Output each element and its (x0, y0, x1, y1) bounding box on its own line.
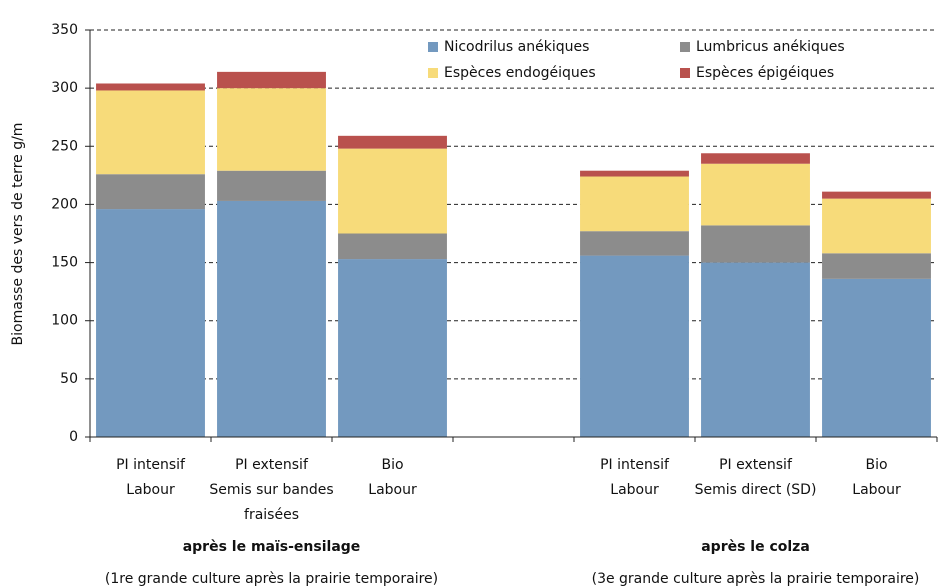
x-tick-label: Bio (865, 457, 887, 473)
bar-segment (217, 170, 326, 201)
x-tick-label: PI extensif (719, 457, 793, 473)
x-tick-label: Labour (852, 482, 901, 498)
bar-segment (701, 153, 810, 164)
legend-swatch (680, 68, 690, 78)
x-tick-label: PI extensif (235, 457, 309, 473)
y-tick-label: 200 (51, 196, 78, 212)
x-tick-label: PI intensif (116, 457, 186, 473)
group-label: après le maïs-ensilage (183, 539, 361, 555)
bar-segment (96, 174, 205, 210)
bar-segment (822, 253, 931, 279)
group-note: (3e grande culture après la prairie temp… (592, 571, 920, 587)
x-tick-label: PI intensif (600, 457, 670, 473)
x-tick-label: fraisées (244, 507, 299, 523)
y-tick-label: 350 (51, 22, 78, 38)
bar-segment (822, 191, 931, 199)
x-tick-label: Labour (126, 482, 175, 498)
legend-label: Lumbricus anékiques (696, 39, 845, 55)
x-tick-label: Labour (368, 482, 417, 498)
legend-swatch (680, 42, 690, 52)
y-tick-label: 250 (51, 138, 78, 154)
y-tick-label: 100 (51, 313, 78, 329)
y-tick-label: 300 (51, 80, 78, 96)
bar-segment (580, 231, 689, 256)
group-label: après le colza (701, 539, 810, 555)
bar-segment (338, 135, 447, 149)
bar-segment (822, 278, 931, 437)
bar-segment (217, 88, 326, 171)
bar-segment (580, 170, 689, 177)
bar-segment (96, 83, 205, 91)
y-axis-label: Biomasse des vers de terre g/m (10, 123, 26, 346)
y-tick-label: 50 (60, 371, 78, 387)
y-tick-label: 150 (51, 255, 78, 271)
bar-segment (701, 163, 810, 226)
group-note: (1re grande culture après la prairie tem… (105, 571, 438, 587)
bar-segment (338, 148, 447, 234)
legend-swatch (428, 68, 438, 78)
bar-segment (96, 90, 205, 175)
legend-label: Nicodrilus anékiques (444, 39, 589, 55)
bar-segment (580, 255, 689, 437)
bar-segment (217, 71, 326, 89)
bar-segment (701, 225, 810, 263)
bar-segment (217, 200, 326, 437)
legend-label: Espèces endogéiques (444, 65, 596, 81)
x-tick-label: Semis sur bandes (209, 482, 333, 498)
bar-segment (338, 233, 447, 260)
bar-segment (701, 262, 810, 437)
bar-segment (822, 198, 931, 254)
y-tick-label: 0 (69, 429, 78, 445)
legend-label: Espèces épigéiques (696, 65, 834, 81)
x-tick-label: Semis direct (SD) (695, 482, 817, 498)
x-tick-label: Labour (610, 482, 659, 498)
bar-segment (96, 209, 205, 437)
bar-segment (338, 259, 447, 437)
bar-segment (580, 176, 689, 232)
x-tick-label: Bio (381, 457, 403, 473)
legend-swatch (428, 42, 438, 52)
